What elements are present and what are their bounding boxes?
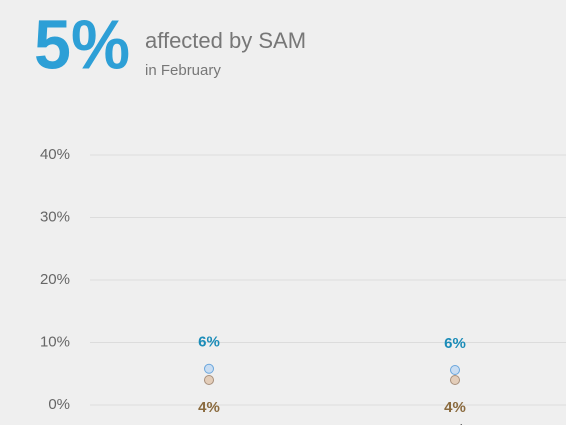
data-label: 4%	[444, 399, 466, 416]
data-label: 6%	[198, 334, 220, 351]
point	[450, 365, 460, 375]
chart-subtitle: in February	[145, 62, 221, 79]
point	[204, 375, 214, 385]
point	[450, 375, 460, 385]
y-tick-label: 20%	[40, 271, 70, 288]
x-tick-label: Feb	[442, 422, 468, 425]
headline: 5%	[34, 5, 130, 83]
chart-title: affected by SAM	[145, 28, 306, 53]
point	[204, 363, 214, 374]
x-tick-label: Jan	[197, 422, 221, 425]
y-tick-label: 40%	[40, 146, 70, 163]
y-tick-label: 30%	[40, 208, 70, 225]
y-tick-label: 0%	[48, 396, 70, 413]
data-label: 4%	[198, 399, 220, 416]
y-tick-label: 10%	[40, 333, 70, 350]
data-label: 6%	[444, 335, 466, 352]
